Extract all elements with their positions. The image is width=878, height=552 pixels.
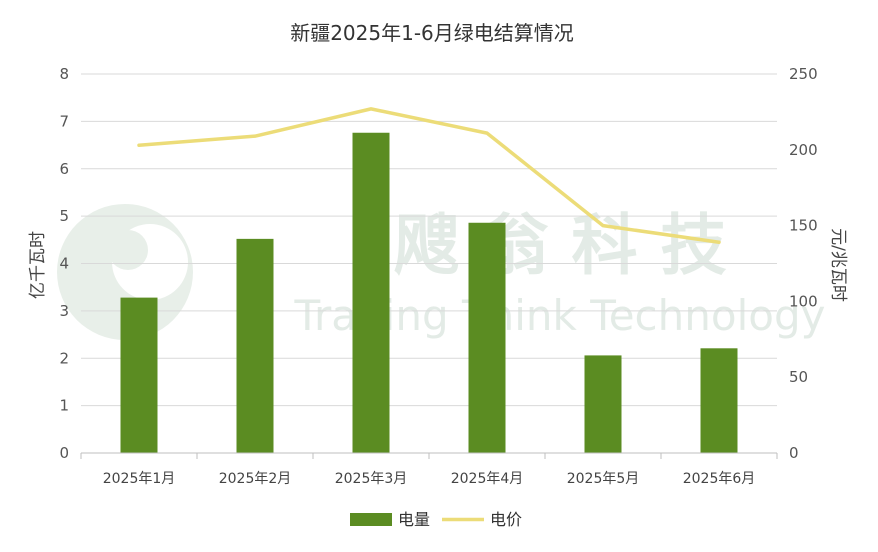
legend-bar-swatch xyxy=(350,513,392,526)
x-tick-label: 2025年6月 xyxy=(683,471,756,487)
line-series xyxy=(137,107,721,245)
y-tick-label: 0 xyxy=(59,444,69,462)
bar xyxy=(236,238,274,453)
x-tick-label: 2025年2月 xyxy=(219,471,292,487)
y2-tick-label: 250 xyxy=(789,65,818,83)
x-axis: 2025年1月 2025年2月 2025年3月 2025年4月 2025年5月 2025年… xyxy=(80,452,778,487)
y2-tick-label: 50 xyxy=(789,368,808,386)
bar xyxy=(700,348,738,453)
y-tick-label: 4 xyxy=(59,255,69,273)
y-tick-label: 5 xyxy=(59,207,69,225)
x-tick-label: 2025年3月 xyxy=(335,471,408,487)
bar-series xyxy=(120,132,738,453)
bar xyxy=(352,132,390,453)
y-tick-label: 1 xyxy=(59,397,69,415)
y2-axis-title: 元/兆瓦时 xyxy=(828,228,848,302)
bar xyxy=(468,222,506,453)
y2-tick-label: 0 xyxy=(789,444,799,462)
legend-line-label: 电价 xyxy=(490,510,522,529)
y-tick-label: 2 xyxy=(59,349,69,367)
right-axis: 0 50 100 150 200 250 xyxy=(789,65,818,462)
y2-tick-label: 100 xyxy=(789,292,818,310)
y-tick-label: 8 xyxy=(59,65,69,83)
legend-bar-label: 电量 xyxy=(398,510,430,529)
x-tick-label: 2025年4月 xyxy=(451,471,524,487)
chart-title: 新疆2025年1-6月绿电结算情况 xyxy=(290,21,574,45)
y-tick-label: 3 xyxy=(59,302,69,320)
legend: 电量 电价 xyxy=(350,510,522,529)
x-tick-label: 2025年1月 xyxy=(103,471,176,487)
y-tick-label: 6 xyxy=(59,160,69,178)
price-line xyxy=(137,107,721,245)
left-axis: 0 1 2 3 4 5 6 7 8 xyxy=(59,65,69,462)
gridlines xyxy=(81,73,777,407)
watermark: 飕 翁 科 技 Trading Think Technology xyxy=(57,204,825,340)
watermark-logo-icon xyxy=(57,204,193,340)
bar xyxy=(120,297,158,453)
y-axis-title: 亿千瓦时 xyxy=(28,231,48,299)
y-tick-label: 7 xyxy=(59,112,69,130)
y2-tick-label: 200 xyxy=(789,141,818,159)
x-tick-label: 2025年5月 xyxy=(567,471,640,487)
y2-tick-label: 150 xyxy=(789,217,818,235)
watermark-chinese: 飕 翁 科 技 xyxy=(394,207,727,284)
bar xyxy=(584,355,622,453)
